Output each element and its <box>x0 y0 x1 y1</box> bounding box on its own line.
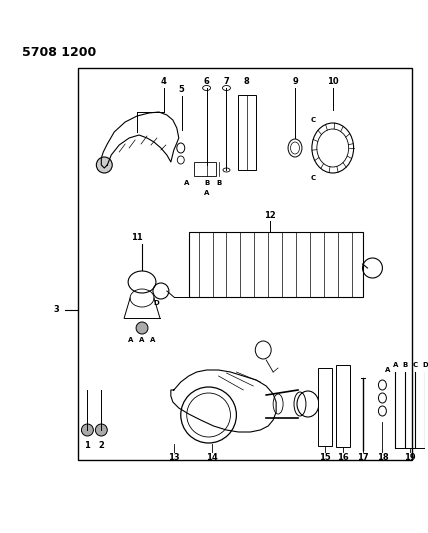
Text: 5708 1200: 5708 1200 <box>22 45 96 59</box>
Text: D: D <box>153 300 159 306</box>
Text: 17: 17 <box>357 454 369 463</box>
Text: 16: 16 <box>337 454 348 463</box>
Text: D: D <box>422 362 428 368</box>
Circle shape <box>96 157 112 173</box>
Text: 9: 9 <box>292 77 298 86</box>
Text: 10: 10 <box>327 77 339 86</box>
Bar <box>238 95 256 170</box>
Text: 11: 11 <box>131 233 143 243</box>
Text: 4: 4 <box>161 77 167 86</box>
Text: 15: 15 <box>319 454 331 463</box>
Circle shape <box>136 322 148 334</box>
Text: 1: 1 <box>84 440 90 449</box>
Text: 5: 5 <box>179 85 185 94</box>
Bar <box>336 365 350 447</box>
Text: C: C <box>310 117 315 123</box>
Text: A: A <box>204 190 209 196</box>
Bar <box>189 232 363 297</box>
Bar <box>78 68 412 460</box>
Text: B: B <box>204 180 209 186</box>
Text: 14: 14 <box>206 454 217 463</box>
Text: 6: 6 <box>204 77 210 86</box>
Text: B: B <box>216 180 221 186</box>
Text: 13: 13 <box>168 454 180 463</box>
Text: 3: 3 <box>54 305 59 314</box>
Text: A: A <box>385 367 390 373</box>
Text: 12: 12 <box>265 211 276 220</box>
Text: 19: 19 <box>404 454 416 463</box>
Text: A: A <box>392 362 398 368</box>
Text: B: B <box>403 362 408 368</box>
Text: C: C <box>413 362 418 368</box>
Text: C: C <box>310 175 315 181</box>
Text: A: A <box>128 337 134 343</box>
Circle shape <box>81 424 93 436</box>
Bar <box>318 368 332 446</box>
Text: A: A <box>140 337 145 343</box>
Text: A: A <box>184 180 190 186</box>
Text: 2: 2 <box>98 440 104 449</box>
Circle shape <box>95 424 107 436</box>
Text: A: A <box>150 337 156 343</box>
Text: 7: 7 <box>223 77 229 86</box>
Text: 8: 8 <box>244 77 249 86</box>
Bar <box>194 162 216 176</box>
Text: 18: 18 <box>377 454 388 463</box>
